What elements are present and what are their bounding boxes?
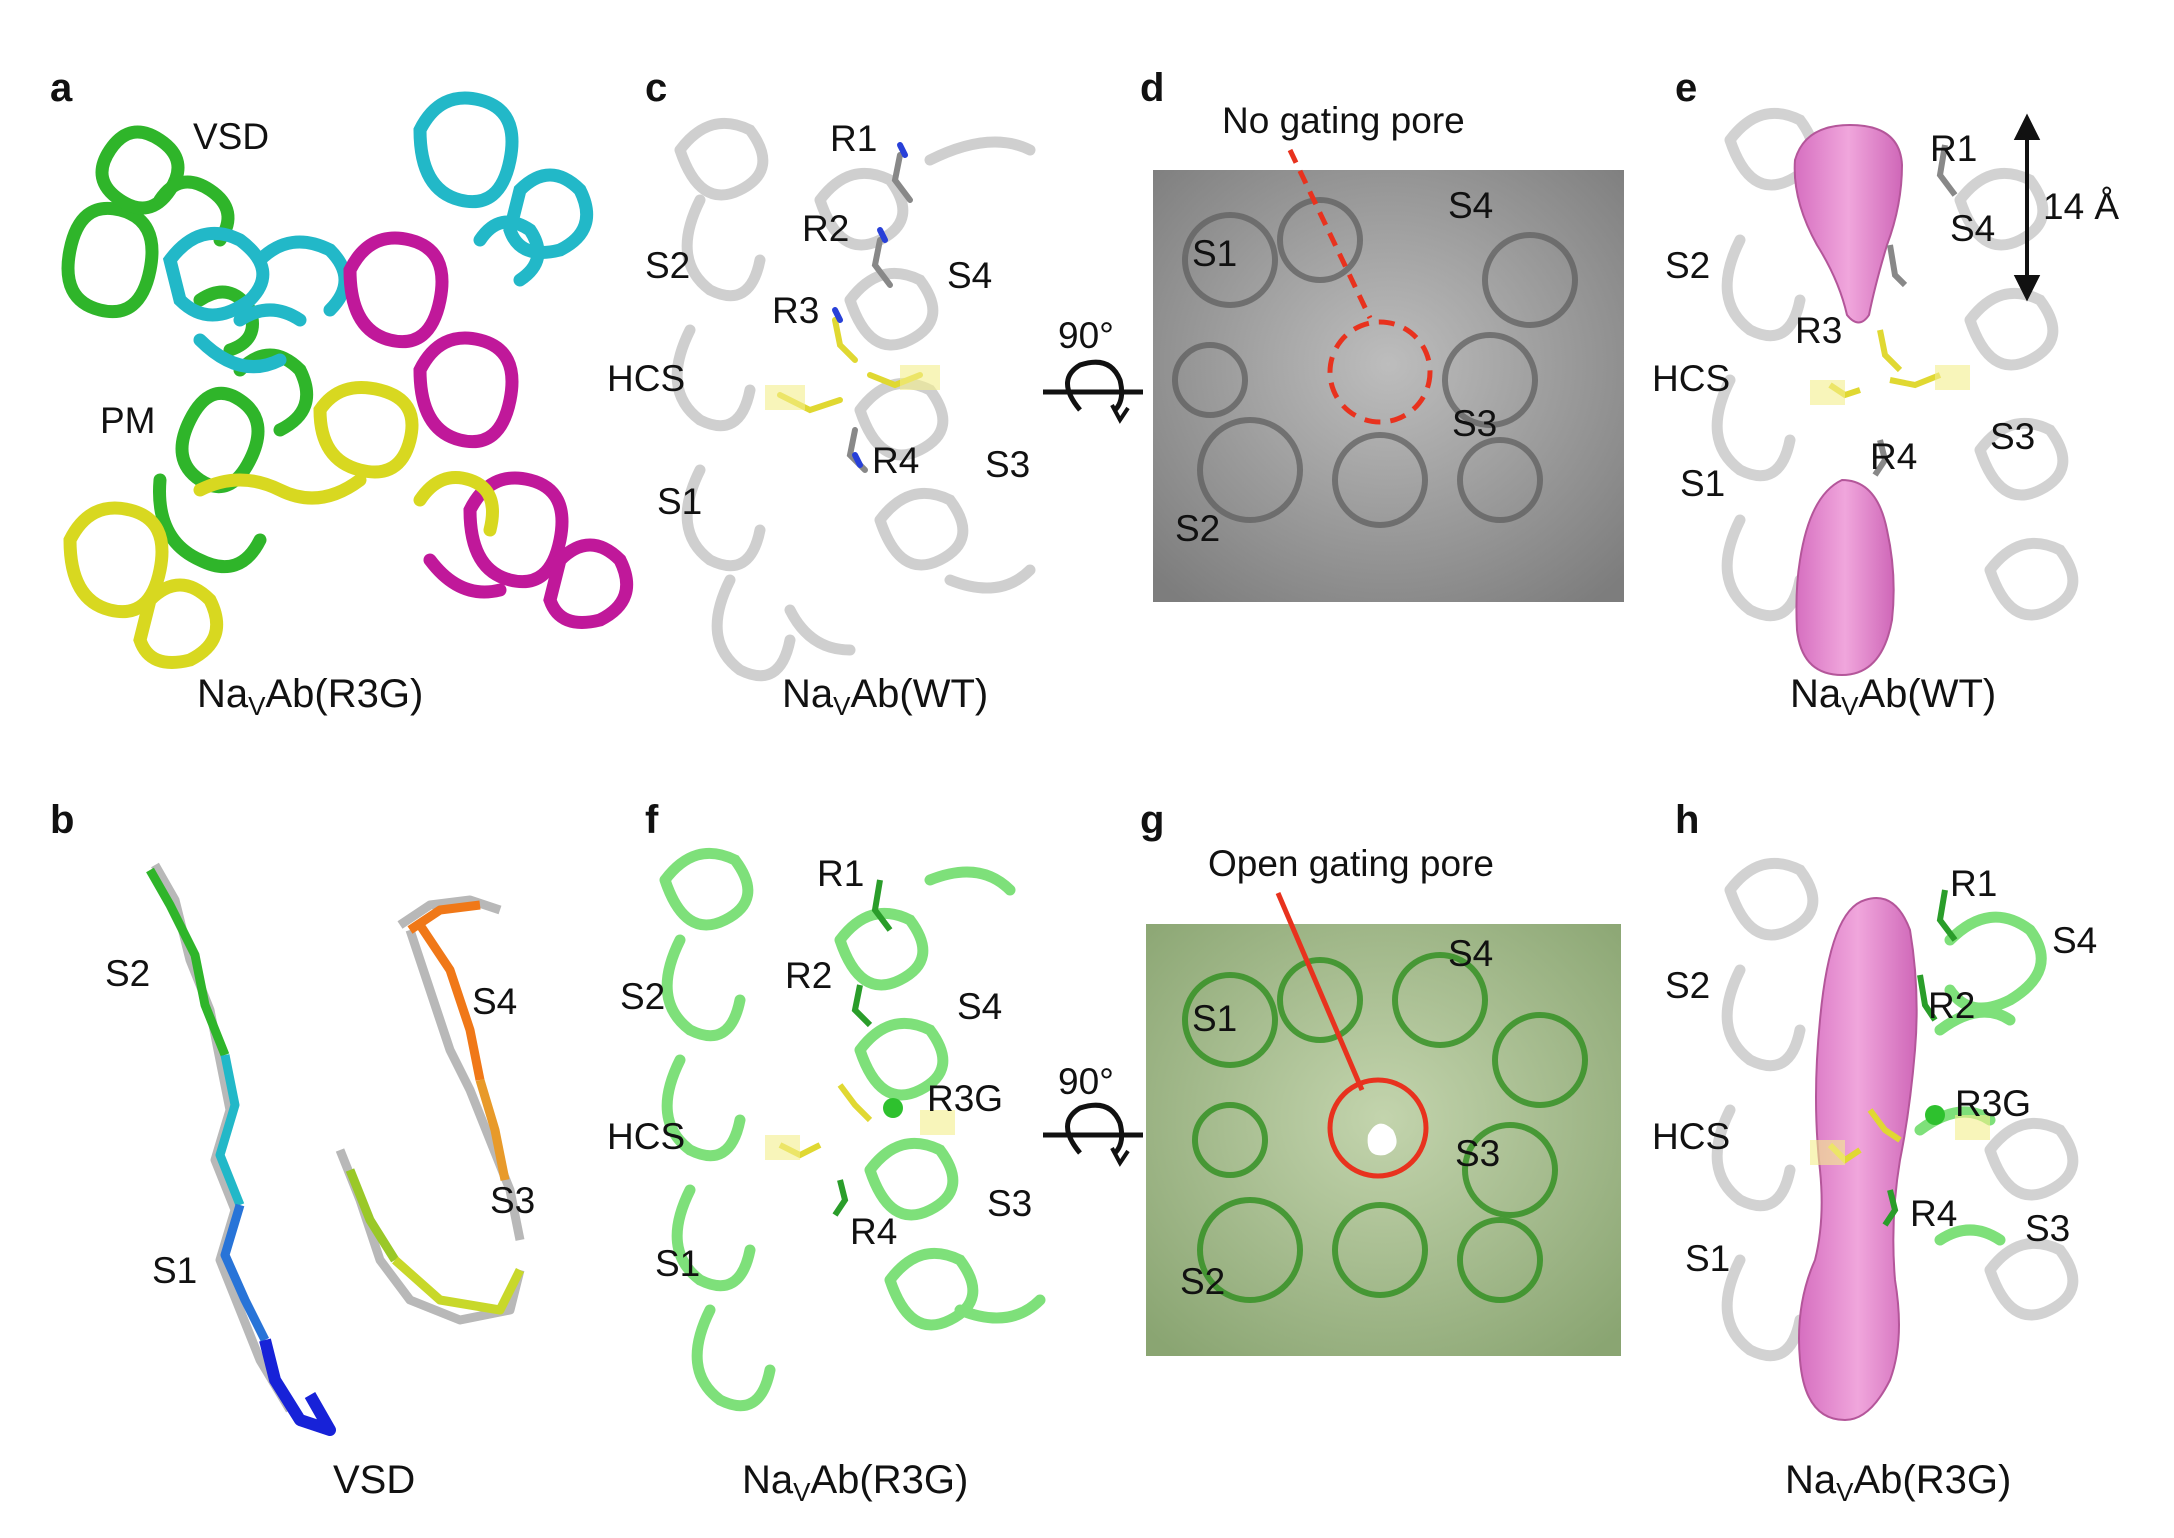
rotation-label-top: 90° [1058,315,1114,356]
label-e-s4: S4 [1950,208,1996,249]
label-h-s4: S4 [2052,920,2098,961]
panel-letter-c: c [645,66,668,110]
panel-g-pointer [1275,892,1365,1091]
label-e-r1: R1 [1930,128,1978,169]
caption-c: NaVAb(WT) [782,672,989,721]
label-e-s1: S1 [1680,463,1726,504]
rotation-arrow-top [1043,359,1143,424]
annotation-open-gating-pore: Open gating pore [1208,843,1494,884]
annotation-no-gating-pore: No gating pore [1222,100,1465,141]
label-c-s3: S3 [985,444,1031,485]
panel-c-wt-vsd [671,117,1036,682]
caption-h: NaVAb(R3G) [1785,1458,2012,1507]
label-c-s4: S4 [947,255,993,296]
panel-d-pointer [1287,148,1373,320]
label-h-s1: S1 [1685,1238,1731,1279]
label-h-s2: S2 [1665,965,1711,1006]
label-f-r1: R1 [817,853,865,894]
panel-h-vsd [1711,857,2079,1362]
label-h-r2: R2 [1928,985,1976,1026]
label-h-r3g: R3G [1955,1083,2032,1124]
label-c-r1: R1 [830,118,878,159]
label-g-s4: S4 [1448,933,1494,974]
panel-h-side-chains [1810,889,1990,1227]
label-e-distance: 14 Å [2043,186,2120,227]
panel-g-pore-hole [1367,1123,1397,1156]
panel-a-tetramer [61,91,634,669]
label-pm: PM [100,400,156,441]
panel-h-pore-cavity [1798,897,1918,1422]
label-e-hcs: HCS [1652,358,1731,399]
label-e-s2: S2 [1665,245,1711,286]
caption-f: NaVAb(R3G) [742,1458,969,1507]
label-b-s2: S2 [105,953,151,994]
label-e-r3: R3 [1795,310,1843,351]
panel-g-helices [1182,952,1588,1303]
panel-f-side-chains [765,879,955,1217]
panel-letter-f: f [645,798,659,842]
label-f-hcs: HCS [607,1116,686,1157]
panel-e-distance-arrow [2013,113,2041,302]
label-b-s3: S3 [490,1180,536,1221]
label-c-r4: R4 [872,440,920,481]
panel-d-pore-marker [1327,319,1433,425]
label-f-s1: S1 [655,1243,701,1284]
panel-letter-g: g [1140,798,1165,842]
panel-e-lower-cavity [1795,478,1895,677]
label-c-s1: S1 [657,481,703,522]
panel-e-upper-cavity [1793,123,1904,324]
label-d-s4: S4 [1448,185,1494,226]
panel-f-mutant-vsd [659,847,1046,1412]
label-f-r3g: R3G [927,1078,1004,1119]
label-vsd: VSD [193,116,270,157]
label-g-s1: S1 [1192,998,1238,1039]
rotation-arrow-bottom [1043,1102,1143,1167]
label-c-hcs: HCS [607,358,686,399]
panel-letter-h: h [1675,798,1700,842]
panel-f-glycine-marker [883,1098,903,1118]
label-d-s1: S1 [1192,233,1238,274]
panel-e-side-chains [1810,144,1970,477]
label-b-s1: S1 [152,1250,198,1291]
label-c-s2: S2 [645,245,691,286]
caption-b: VSD [333,1458,416,1502]
panel-g-pore-marker [1327,1077,1429,1179]
label-d-s2: S2 [1175,508,1221,549]
label-b-s4: S4 [472,981,518,1022]
panel-letter-e: e [1675,66,1698,110]
label-c-r2: R2 [802,208,850,249]
label-f-s4: S4 [957,986,1003,1027]
panel-d-helices [1172,197,1578,528]
label-d-s3: S3 [1452,403,1498,444]
panel-h-glycine-marker [1925,1105,1945,1125]
label-f-r2: R2 [785,955,833,996]
label-e-s3: S3 [1990,416,2036,457]
label-h-r4: R4 [1910,1193,1958,1234]
panel-c-side-chains [765,142,940,473]
label-h-s3: S3 [2025,1208,2071,1249]
panel-letter-a: a [50,66,73,110]
label-f-s2: S2 [620,976,666,1017]
panel-letter-b: b [50,798,75,842]
label-h-hcs: HCS [1652,1116,1731,1157]
label-c-r3: R3 [772,290,820,331]
caption-e: NaVAb(WT) [1790,672,1997,721]
label-f-s3: S3 [987,1183,1033,1224]
caption-a: NaVAb(R3G) [197,672,424,721]
label-h-r1: R1 [1950,863,1998,904]
label-g-s2: S2 [1180,1261,1226,1302]
label-e-r4: R4 [1870,436,1918,477]
label-f-r4: R4 [850,1211,898,1252]
panel-b-vsd-traces [146,862,525,1436]
panel-d-surface [1153,170,1624,602]
panel-e-wt-vsd [1711,107,2079,622]
rotation-label-bottom: 90° [1058,1061,1114,1102]
label-g-s3: S3 [1455,1133,1501,1174]
panel-letter-d: d [1140,66,1165,110]
